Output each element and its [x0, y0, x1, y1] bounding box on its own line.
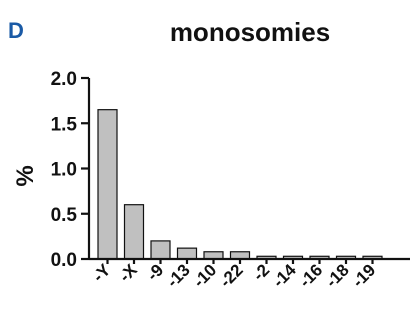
x-tick-label: -14 [269, 260, 300, 291]
x-tick-label: -19 [349, 260, 380, 291]
y-axis-ticks: 0.0 0.5 1.0 1.5 2.0 [51, 69, 89, 271]
x-tick-label: -X [115, 260, 141, 286]
bars [97, 109, 383, 260]
y-tick-label: 1.5 [51, 114, 78, 135]
bar [123, 204, 145, 260]
x-tick-label: -13 [163, 260, 194, 291]
y-axis-label: % [12, 165, 39, 186]
x-tick-label: -18 [322, 260, 353, 291]
x-tick-label: -9 [143, 260, 167, 284]
y-tick-label: 2.0 [51, 69, 77, 90]
x-tick-label: -16 [296, 260, 327, 291]
bar [97, 109, 118, 260]
x-tick-label: -22 [216, 260, 247, 291]
y-tick-label: 0.0 [51, 250, 77, 271]
x-axis-ticks: -Y -X -9-13-10-22 -2-14-16-18-19 [89, 259, 379, 291]
x-tick-label: -10 [190, 260, 221, 291]
bar [150, 240, 171, 260]
x-tick-label: -2 [249, 260, 273, 284]
bar [176, 247, 198, 260]
y-tick-label: 1.0 [51, 160, 77, 181]
chart-title: monosomies [170, 17, 330, 47]
x-tick-label: -Y [89, 260, 115, 286]
panel-letter: D [8, 18, 24, 43]
y-tick-label: 0.5 [51, 205, 78, 226]
right-edge-label: % [407, 165, 410, 186]
